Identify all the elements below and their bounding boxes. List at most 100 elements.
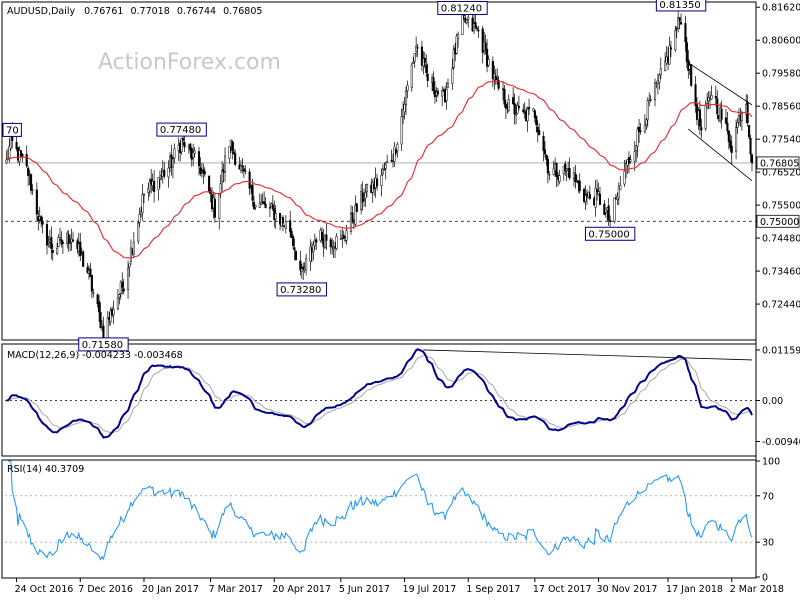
- candle-body: [193, 150, 196, 154]
- price-tick-label: 0.73460: [762, 267, 800, 278]
- moving-average-line: [6, 80, 753, 259]
- candle-body: [132, 241, 135, 255]
- candle-body: [251, 184, 254, 201]
- candle-body: [496, 78, 499, 80]
- candle-body: [294, 251, 298, 261]
- candle-body: [254, 205, 257, 208]
- candle-body: [361, 192, 364, 203]
- candle-body: [680, 21, 683, 25]
- candle-body: [284, 221, 287, 229]
- date-tick-label: 7 Dec 2016: [78, 584, 133, 595]
- candle-body: [740, 113, 743, 122]
- candle-body: [51, 250, 54, 253]
- price-tick-label: 0.72440: [762, 300, 800, 311]
- candle-body: [239, 165, 243, 171]
- candle-body: [41, 221, 44, 225]
- price-tick-label: 0.74480: [762, 234, 800, 245]
- candle-body: [383, 169, 386, 171]
- candle-body: [588, 194, 591, 199]
- date-tick-label: 24 Oct 2016: [15, 584, 74, 595]
- candle-body: [410, 64, 413, 88]
- candle-body: [645, 119, 648, 126]
- price-annotation-3: 0.73280: [276, 282, 327, 297]
- candle-body: [678, 17, 681, 22]
- candle-body: [690, 64, 693, 86]
- candle-body: [268, 207, 271, 209]
- annotation-box: [78, 337, 129, 352]
- candle-body: [446, 83, 450, 88]
- candle-body: [30, 174, 33, 191]
- candle-body: [58, 236, 62, 240]
- date-tick-label: 7 Mar 2017: [209, 584, 263, 595]
- candle-body: [300, 268, 303, 272]
- candle-body: [423, 57, 426, 64]
- candle-body: [555, 162, 558, 177]
- candle-body: [412, 61, 415, 64]
- candle-body: [675, 27, 678, 30]
- candle-body: [127, 267, 130, 290]
- level-price-marker: 0.75000: [756, 214, 800, 228]
- candle-body: [704, 105, 707, 129]
- candle-body: [426, 73, 429, 81]
- candle-body: [223, 155, 227, 172]
- candle-body: [658, 74, 661, 83]
- annotation-box: [276, 282, 327, 297]
- candle-body: [109, 310, 112, 323]
- rsi-line-path: [7, 460, 753, 561]
- candle-body: [504, 104, 507, 109]
- candle-body: [381, 168, 384, 174]
- candle-body: [451, 68, 454, 84]
- price-annotation-5: 0.75000: [584, 226, 636, 241]
- candle-body: [271, 204, 274, 210]
- date-tick-label: 20 Apr 2017: [272, 584, 331, 595]
- candle-body: [403, 104, 406, 113]
- price-axis-ticks: 0.81620 0.80600 0.79580 0.78560 0.77540 0.765…: [756, 3, 800, 311]
- downtrend-channel: [688, 62, 753, 182]
- candle-body: [457, 33, 460, 39]
- candle-body: [452, 49, 455, 68]
- watermark-text: ActionForex.com: [98, 50, 281, 75]
- candle-body: [649, 99, 652, 101]
- candle-body: [638, 127, 641, 133]
- price-annotations: 70 0.71580 0.77480 0.73280 0.81240 0.75000 0.8…: [2, 0, 707, 352]
- candle-body: [607, 205, 610, 221]
- candle-body: [727, 130, 730, 142]
- candle-body: [183, 142, 186, 148]
- candle-body: [613, 197, 616, 222]
- candle-body: [694, 84, 697, 106]
- candle-body: [234, 153, 237, 165]
- candle-body: [646, 100, 649, 121]
- candle-body: [302, 266, 305, 270]
- candle-body: [323, 235, 326, 248]
- candle-body: [404, 91, 408, 105]
- candle-body: [445, 88, 448, 101]
- channel-upper-line: [688, 62, 753, 106]
- price-marker-label: 0.75000: [760, 217, 799, 228]
- annotation-text: 0.71580: [82, 340, 123, 351]
- candle-body: [564, 163, 567, 172]
- candle-body: [242, 168, 245, 172]
- candle-body: [636, 129, 639, 147]
- candle-body: [635, 145, 638, 151]
- price-marker-label: 0.76805: [760, 158, 799, 169]
- candle-body: [221, 170, 224, 182]
- candle-body: [668, 45, 671, 65]
- price-tick-label: 0.77540: [762, 135, 800, 146]
- candle-body: [700, 127, 703, 131]
- annotation-text: 0.77480: [160, 125, 201, 136]
- candle-body: [486, 48, 489, 67]
- candle-body: [617, 187, 620, 199]
- macd-tick-label: 0.00: [762, 396, 783, 407]
- candle-body: [199, 167, 202, 174]
- candle-body: [90, 274, 93, 292]
- candle-body: [659, 68, 662, 76]
- candle-body: [56, 247, 59, 254]
- date-tick-label: 19 Jul 2017: [403, 584, 457, 595]
- candle-body: [203, 171, 206, 175]
- candle-body: [19, 150, 22, 157]
- candle-body: [507, 98, 510, 111]
- candle-body: [292, 236, 295, 247]
- price-tick-label: 0.81620: [762, 3, 800, 14]
- candle-body: [219, 183, 222, 194]
